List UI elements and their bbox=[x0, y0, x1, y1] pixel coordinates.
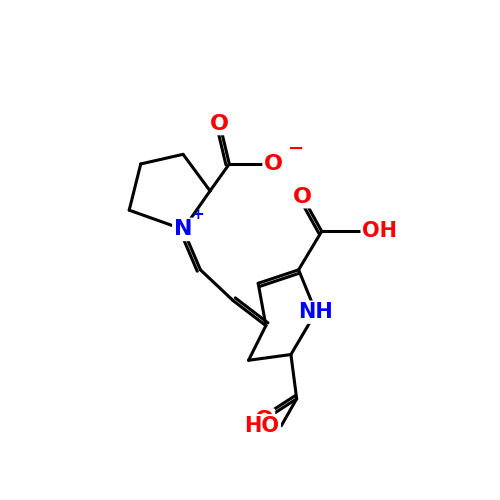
Text: O: O bbox=[293, 186, 312, 206]
Text: +: + bbox=[192, 206, 204, 222]
Text: HO: HO bbox=[244, 416, 280, 436]
Text: O: O bbox=[264, 154, 283, 174]
Text: −: − bbox=[288, 140, 304, 158]
Text: NH: NH bbox=[298, 302, 334, 322]
Text: OH: OH bbox=[362, 222, 397, 242]
Text: O: O bbox=[210, 114, 229, 134]
Text: O: O bbox=[254, 410, 274, 430]
Text: N: N bbox=[174, 220, 193, 240]
